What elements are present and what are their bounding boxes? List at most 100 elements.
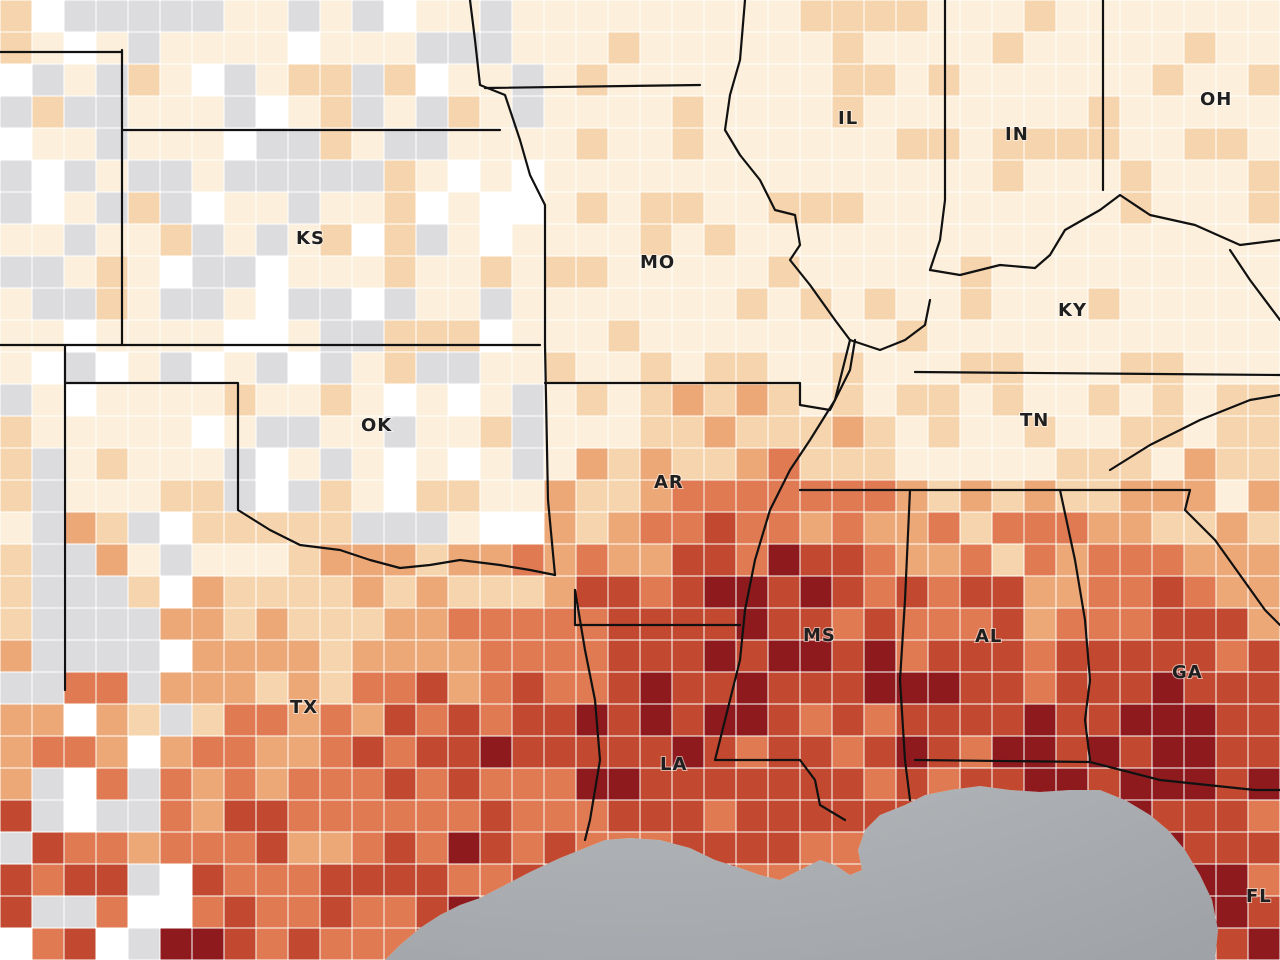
border-mississippi-river-north [723,0,852,342]
county-cell [416,320,448,352]
county-cell [544,736,576,768]
county-cell [736,224,768,256]
county-cell [864,256,896,288]
county-cell [608,672,640,704]
county-cell [0,768,32,800]
county-cell [896,256,928,288]
county-cell [960,192,992,224]
county-cell [128,512,160,544]
county-cell [544,640,576,672]
county-cell [640,672,672,704]
county-cell [256,32,288,64]
county-cell [800,672,832,704]
county-cell [288,896,320,928]
border-kentucky-south [848,298,1280,377]
county-cell [256,544,288,576]
county-cell [512,288,544,320]
county-cell [288,448,320,480]
county-cell [640,96,672,128]
county-cell [160,96,192,128]
county-cell [576,768,608,800]
county-cell [192,192,224,224]
county-cell [480,512,512,544]
county-cell [352,640,384,672]
county-cell [832,768,864,800]
county-cell [64,192,96,224]
county-cell [608,192,640,224]
county-cell [864,608,896,640]
county-cell [704,800,736,832]
county-cell [320,704,352,736]
county-cell [384,128,416,160]
state-labels: KS MO IL IN OH KY OK TN AR MS AL GA TX L… [289,88,1272,908]
county-cell [960,704,992,736]
county-cell [704,512,736,544]
state-borders [0,0,1280,842]
county-cell [1248,192,1280,224]
county-cell [1184,416,1216,448]
county-cell [448,384,480,416]
county-cell [800,544,832,576]
border-arkansas-louisiana [573,588,742,627]
county-cell [32,704,64,736]
county-cell [288,640,320,672]
county-cell [32,64,64,96]
county-cell [416,32,448,64]
county-cell [448,512,480,544]
county-cell [608,96,640,128]
county-cell [224,736,256,768]
county-cell [960,320,992,352]
county-cell [352,864,384,896]
county-cell [512,672,544,704]
county-cell [640,544,672,576]
county-cell [736,416,768,448]
county-cell [160,256,192,288]
county-cell [256,192,288,224]
county-cell [416,864,448,896]
county-cell [960,224,992,256]
county-cell [1216,768,1248,800]
county-cell [992,64,1024,96]
county-cell [352,416,384,448]
county-cell [800,352,832,384]
county-cell [0,800,32,832]
county-cell [544,576,576,608]
county-cell [672,96,704,128]
county-cell [352,608,384,640]
county-cell [288,672,320,704]
county-cell [224,0,256,32]
county-cell [1024,0,1056,32]
state-label-in: IN [1005,124,1029,145]
county-cell [896,192,928,224]
county-cell [96,288,128,320]
county-cell [928,288,960,320]
county-cell [832,32,864,64]
county-cell [160,32,192,64]
county-cell [896,352,928,384]
county-cell [224,544,256,576]
county-cell [768,320,800,352]
county-cell [864,736,896,768]
border-illinois-indiana [928,0,947,272]
county-cell [1152,448,1184,480]
county-cell [1216,672,1248,704]
county-cell [608,640,640,672]
county-cell [96,160,128,192]
county-cell [960,32,992,64]
county-cell [416,480,448,512]
county-cell [64,480,96,512]
county-cell [1088,416,1120,448]
county-cell [832,416,864,448]
county-cell [704,128,736,160]
county-cell [864,128,896,160]
county-cell [288,320,320,352]
county-cell [64,352,96,384]
county-cell [1216,64,1248,96]
county-cell [480,224,512,256]
county-cell [800,64,832,96]
county-cell [448,160,480,192]
county-cell [608,128,640,160]
county-cell [96,544,128,576]
county-cell [992,544,1024,576]
county-cell [256,288,288,320]
